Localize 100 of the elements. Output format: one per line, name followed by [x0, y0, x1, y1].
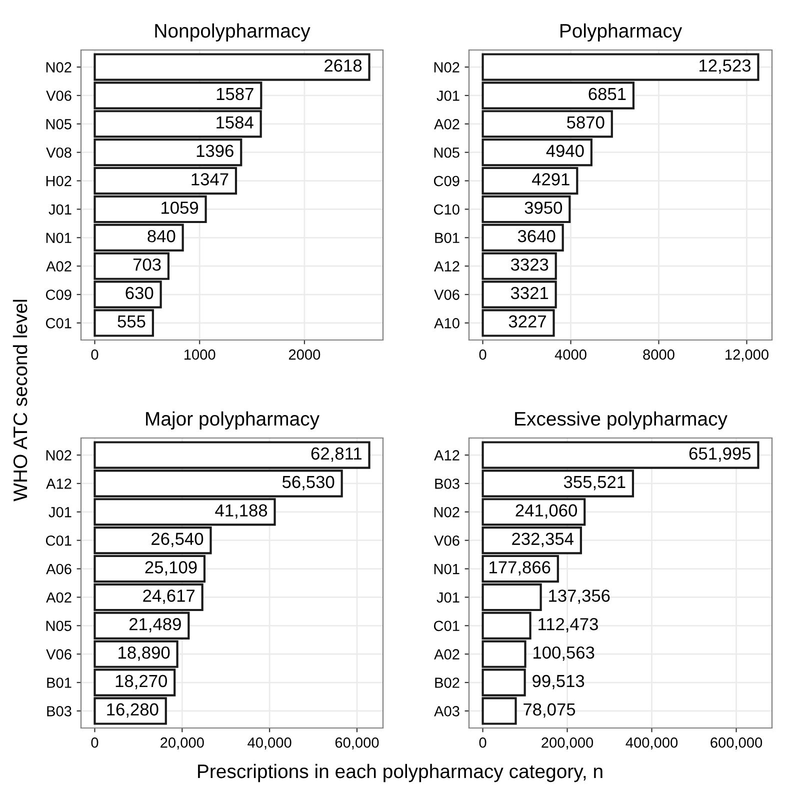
x-tick-label: 200,000: [542, 737, 594, 750]
x-tick-label: 0: [479, 349, 486, 360]
y-tick-label: J01: [436, 592, 460, 603]
y-tick-label: N02: [434, 507, 460, 518]
y-tick-label: C09: [434, 176, 460, 186]
chart-title: Major polypharmacy: [146, 411, 320, 430]
data-label: 1396: [196, 144, 234, 158]
x-tick-label: 2000: [288, 349, 320, 360]
y-tick-label: V08: [46, 147, 72, 158]
y-tick-label: J01: [48, 507, 72, 518]
y-tick-label: N01: [46, 232, 72, 244]
data-label: 2618: [324, 59, 362, 72]
data-label: 25,109: [145, 561, 197, 576]
y-tick-label: V06: [46, 90, 72, 101]
data-label: 62,811: [311, 447, 362, 462]
y-tick-label: A03: [434, 706, 460, 716]
data-label: 18,890: [118, 646, 170, 661]
y-tick-label: N05: [46, 119, 72, 130]
chart-title: Polypharmacy: [560, 23, 682, 42]
data-label: 18,270: [116, 674, 167, 690]
y-tick-label: A02: [46, 261, 72, 272]
data-label: 78,075: [524, 703, 576, 718]
data-label: 555: [118, 315, 146, 328]
chart-title: Nonpolypharmacy: [155, 23, 310, 42]
y-tick-label: C10: [434, 204, 460, 215]
y-tick-label: A12: [434, 450, 460, 460]
y-tick-label: B03: [47, 706, 72, 716]
x-tick-label: 20,000: [160, 737, 204, 750]
x-tick-label: 1000: [184, 349, 216, 360]
data-label: 12,523: [700, 59, 751, 74]
y-tick-label: B02: [435, 678, 460, 688]
x-axis-title: Prescriptions in each polypharmacy category, n: [198, 764, 602, 782]
x-tick-label: 0: [91, 349, 98, 360]
data-label: 1587: [216, 88, 254, 100]
data-label: 24,617: [143, 590, 195, 604]
x-tick-label: 12,000: [726, 349, 768, 362]
data-label: 355,521: [564, 476, 626, 490]
data-label: 177,866: [490, 561, 550, 576]
y-tick-label: V06: [46, 649, 72, 660]
y-tick-label: B01: [435, 232, 460, 244]
data-label: 630: [126, 286, 154, 300]
data-label: 100,563: [534, 646, 594, 661]
data-label: 3227: [508, 315, 546, 328]
data-label: 241,060: [516, 504, 577, 519]
data-label: 1347: [192, 173, 228, 186]
data-label: 703: [133, 258, 161, 271]
data-label: 232,354: [512, 532, 574, 548]
x-tick-label: 600,000: [710, 737, 762, 750]
data-label: 16,280: [107, 703, 158, 718]
data-label: 1584: [216, 116, 254, 129]
y-tick-label: A02: [46, 592, 72, 603]
data-label: 137,356: [549, 590, 610, 604]
data-label: 1059: [162, 202, 198, 214]
y-tick-label: B01: [47, 678, 72, 688]
data-label: 5870: [567, 116, 604, 129]
x-tick-label: 400,000: [626, 737, 678, 750]
y-tick-label: A02: [434, 119, 460, 130]
y-tick-label: N01: [434, 564, 460, 574]
chart-title: Excessive polypharmacy: [515, 411, 728, 430]
y-tick-label: H02: [46, 176, 72, 186]
data-label: 26,540: [152, 532, 204, 548]
data-label: 3640: [518, 230, 556, 242]
y-tick-label: B03: [435, 478, 460, 489]
y-tick-label: C01: [46, 535, 72, 546]
data-label: 651,995: [689, 447, 751, 462]
y-tick-label: A06: [46, 564, 72, 574]
data-label: 112,473: [538, 618, 598, 632]
y-tick-label: V06: [434, 290, 460, 300]
x-tick-label: 60,000: [335, 737, 379, 750]
y-tick-label: J01: [436, 90, 460, 101]
y-tick-label: C01: [46, 318, 72, 328]
x-tick-label: 4000: [554, 349, 586, 360]
y-tick-label: A12: [434, 261, 460, 272]
y-axis-title: WHO ATC second level: [12, 300, 28, 502]
y-tick-label: A10: [434, 318, 460, 328]
y-tick-label: A12: [46, 478, 72, 489]
data-label: 840: [148, 230, 176, 242]
y-tick-label: N02: [46, 62, 72, 72]
data-label: 21,489: [129, 618, 181, 632]
data-label: 6851: [588, 88, 626, 100]
x-tick-label: 0: [479, 737, 486, 748]
x-tick-label: 8000: [643, 349, 674, 360]
y-tick-label: N05: [434, 147, 460, 158]
data-label: 3950: [524, 202, 562, 214]
y-tick-label: C09: [46, 290, 72, 300]
data-label: 99,513: [532, 674, 584, 690]
y-tick-label: V06: [434, 535, 460, 546]
y-tick-label: J01: [48, 204, 72, 215]
data-label: 41,188: [215, 504, 268, 519]
data-label: 56,530: [282, 476, 334, 490]
y-tick-label: C01: [434, 620, 460, 632]
x-tick-label: 0: [91, 737, 98, 748]
y-tick-label: N02: [434, 62, 460, 72]
data-label: 4291: [532, 173, 570, 186]
x-tick-label: 40,000: [248, 737, 292, 750]
data-label: 3323: [510, 258, 548, 271]
data-label: 3321: [510, 286, 548, 300]
y-tick-label: N02: [46, 450, 72, 460]
y-tick-label: N05: [46, 620, 72, 632]
y-tick-label: A02: [434, 649, 460, 660]
